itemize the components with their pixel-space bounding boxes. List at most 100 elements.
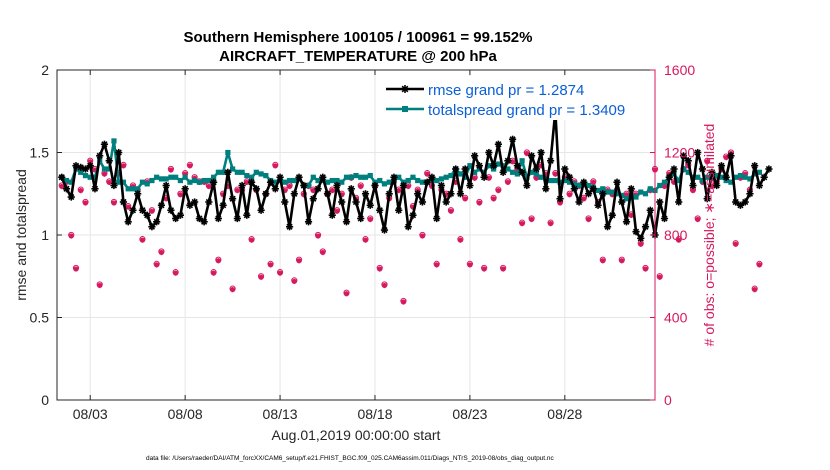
obs-assimilated-point [106, 179, 112, 186]
rmse-point-core [729, 154, 733, 158]
rmse-point [309, 195, 317, 203]
obs-assimilated-point [566, 192, 573, 198]
rmse-point-core [169, 208, 173, 213]
chart-subtitle: AIRCRAFT_TEMPERATURE @ 200 hPa [219, 48, 497, 65]
rmse-point [323, 190, 332, 198]
obs-assimilated-point [78, 188, 84, 194]
rmse-point-core [752, 163, 757, 168]
rmse-point-core [112, 183, 116, 188]
rmse-point-core [695, 150, 700, 155]
rmse-point [361, 190, 370, 198]
rmse-point-core [349, 187, 354, 191]
rmse-point [195, 214, 203, 223]
obs-assimilated-point-stroke [382, 283, 387, 288]
rmse-point [755, 181, 764, 190]
x-tick-label: 08/08 [168, 406, 203, 422]
y-axis-right: 0 400 800 1200 1600 [650, 62, 695, 408]
rmse-point [157, 201, 166, 209]
spread-point [111, 138, 117, 144]
y-right-tick-label: 400 [664, 310, 688, 326]
rmse-point [205, 198, 213, 206]
spread-point [163, 176, 169, 182]
spread-point [657, 182, 663, 189]
spread-point [514, 171, 520, 177]
obs-assimilated-point [111, 200, 117, 206]
rmse-point-core [368, 203, 373, 208]
rmse-point-core [363, 191, 368, 196]
rmse-point [124, 218, 132, 226]
spread-point [116, 179, 122, 185]
rmse-point [238, 181, 246, 190]
obs-assimilated-point-stroke [206, 184, 212, 189]
spread-point [348, 174, 354, 180]
spread-point [272, 179, 278, 185]
rmse-point [485, 148, 493, 157]
obs-assimilated-point [519, 221, 525, 227]
obs-assimilated-point-stroke [334, 208, 340, 214]
obs-assimilated-point [581, 196, 587, 202]
obs-assimilated-point-stroke [296, 258, 302, 264]
rmse-point [81, 165, 90, 173]
y-left-tick-label: 1.5 [30, 145, 50, 161]
obs-assimilated-point-stroke [73, 266, 79, 272]
rmse-point-core [64, 187, 69, 191]
obs-assimilated-point-stroke [638, 241, 644, 247]
spread-point [263, 173, 269, 179]
rmse-point-core [387, 191, 392, 196]
rmse-point [214, 214, 222, 223]
rmse-point-core [74, 163, 78, 168]
obs-assimilated-point [267, 262, 274, 268]
obs-assimilated-point [657, 274, 663, 280]
spread-point [92, 174, 98, 180]
rmse-point [722, 173, 730, 181]
obs-assimilated-point-stroke [149, 208, 155, 214]
obs-assimilated-point [533, 175, 539, 181]
rmse-point-core [681, 154, 686, 158]
rmse-point [641, 223, 650, 231]
rmse-point [599, 190, 607, 198]
rmse-point [675, 198, 683, 206]
obs-assimilated-point [585, 216, 592, 223]
rmse-point-core [738, 203, 743, 208]
obs-assimilated-point [230, 287, 236, 293]
obs-assimilated-point [286, 183, 293, 190]
obs-assimilated-point-stroke [510, 159, 516, 165]
rmse-point [456, 190, 465, 198]
rmse-point-core [415, 191, 420, 196]
x-tick-label: 08/28 [547, 406, 582, 422]
obs-assimilated-point-stroke [140, 237, 145, 243]
rmse-point [447, 190, 455, 198]
rmse-point-core [121, 200, 126, 204]
y-right-tick-label: 0 [664, 392, 672, 408]
rmse-point [338, 198, 346, 206]
rmse-point-core [430, 175, 434, 180]
rmse-point-core [126, 220, 130, 224]
rmse-point [608, 211, 616, 219]
rmse-point-core [192, 200, 197, 204]
rmse-point [509, 135, 517, 143]
rmse-point-core [544, 187, 548, 191]
rmse-point-core [335, 183, 339, 188]
rmse-point [409, 211, 417, 219]
rmse-point-core [339, 200, 344, 204]
obs-assimilated-point [448, 208, 454, 214]
rmse-point-core [278, 175, 282, 180]
rmse-point [670, 165, 678, 173]
rmse-point-core [425, 180, 429, 184]
rmse-point-core [183, 187, 187, 191]
rmse-point [442, 198, 450, 206]
rmse-point [656, 198, 664, 206]
obs-assimilated-point-stroke [405, 184, 411, 189]
obs-assimilated-point [296, 258, 302, 264]
obs-assimilated-point-stroke [329, 188, 335, 194]
rmse-point-core [292, 191, 297, 196]
rmse-point-core [657, 200, 662, 204]
obs-assimilated-point-stroke [424, 171, 430, 177]
rmse-point [727, 152, 735, 160]
obs-assimilated-point-stroke [358, 184, 364, 189]
rmse-point [414, 190, 422, 198]
obs-assimilated-point [505, 179, 511, 186]
spread-point [158, 176, 165, 182]
rmse-point [694, 148, 702, 157]
